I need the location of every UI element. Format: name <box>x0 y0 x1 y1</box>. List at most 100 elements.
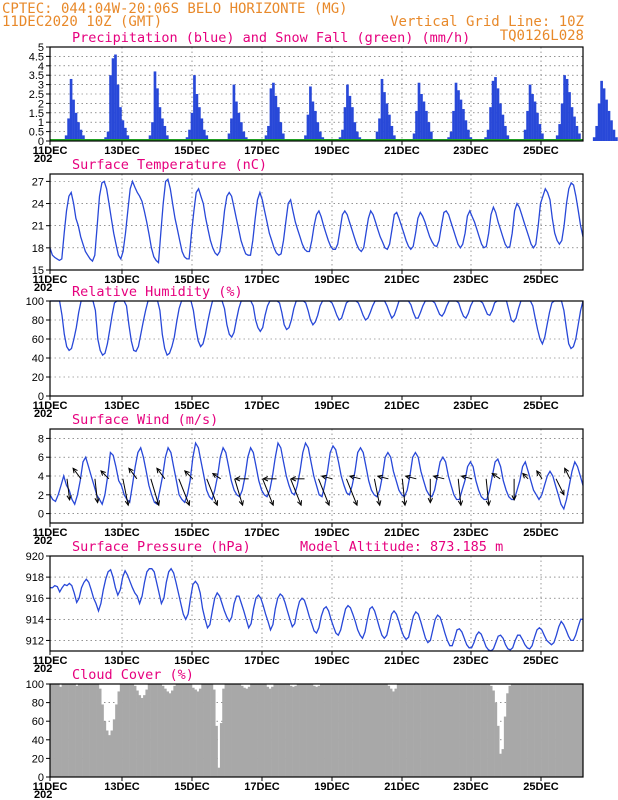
x-tick-label: 21DEC <box>384 400 420 412</box>
y-tick-label: 4.5 <box>29 51 44 63</box>
cloud-bar <box>536 684 540 777</box>
x-tick-label: 21DEC <box>384 655 420 667</box>
x-year-stub: 202 <box>34 535 52 547</box>
precip-bar <box>304 135 307 141</box>
cloud-bar <box>245 688 249 777</box>
panel-1: 15 18 21 24 27 11DEC 13DEC 15DEC 17DEC 19DEC 21DEC… <box>32 157 584 294</box>
y-tick-label: 8 <box>38 433 44 445</box>
wind-arrow-head <box>269 500 274 507</box>
cloud-bar <box>243 687 246 777</box>
cloud-bar <box>454 684 458 777</box>
wind-arrow-head <box>457 500 464 507</box>
cloud-bar <box>503 716 507 777</box>
precip-bar <box>279 122 283 141</box>
panel-frame <box>49 428 584 524</box>
cloud-bar <box>403 684 407 777</box>
cloud-bar <box>466 684 470 777</box>
cloud-bar <box>380 684 384 777</box>
cloud-bar <box>347 684 351 777</box>
precip-bar <box>380 78 384 141</box>
wind-arrow-head <box>427 497 433 504</box>
y-tick-label: 18 <box>32 243 44 255</box>
cloud-bar <box>557 684 561 777</box>
precip-bar <box>610 120 613 141</box>
series-line <box>49 441 584 511</box>
y-tick-label: 918 <box>26 572 44 584</box>
precip-bar <box>148 135 152 141</box>
wind-arrow-head <box>66 495 72 502</box>
wind-arrow-head <box>352 500 358 507</box>
cloud-bar <box>359 684 363 777</box>
precip-bar <box>486 129 490 141</box>
precip-bar <box>309 86 312 141</box>
x-tick-label: 21DEC <box>384 274 420 286</box>
precip-bar <box>237 112 241 141</box>
cloud-bar <box>317 685 321 777</box>
x-tick-label: 19DEC <box>314 400 350 412</box>
cloud-bar <box>168 693 172 777</box>
y-tick-label: 15 <box>32 265 44 277</box>
panel-0: 00.511.522.533.544.55 11DEC 13DEC 15DEC 17DE… <box>29 30 618 165</box>
y-tick-label: 80 <box>32 698 44 710</box>
cloud-bar <box>471 684 474 777</box>
cloud-bar <box>280 684 284 777</box>
wind-arrow-head <box>491 472 498 479</box>
cloud-bar <box>382 684 386 777</box>
y-tick-label: 2 <box>38 490 44 502</box>
cloud-bar <box>329 684 332 777</box>
cloud-bar <box>422 684 426 777</box>
y-tick-label: 60 <box>32 716 44 728</box>
x-tick-label: 13DEC <box>104 274 140 286</box>
precip-bar <box>383 92 386 141</box>
y-tick-label: 914 <box>26 614 44 626</box>
precip-bar <box>501 114 505 141</box>
x-tick-label: 17DEC <box>244 145 280 157</box>
wind-arrow-head <box>72 467 78 474</box>
wind-arrow <box>536 470 543 480</box>
cloud-bar <box>564 684 568 777</box>
precip-bar <box>188 129 191 141</box>
cloud-bar <box>392 691 395 777</box>
x-year-stub: 202 <box>34 408 52 420</box>
cloud-bar <box>578 684 581 777</box>
precip-bar <box>607 110 611 141</box>
cloud-bar <box>289 685 293 777</box>
precip-bar <box>343 107 347 141</box>
precip-bar <box>82 135 85 141</box>
wind-arrow-head <box>404 474 411 480</box>
panel-frame <box>49 46 584 142</box>
precip-bar <box>277 107 280 141</box>
cloud-bar <box>180 684 183 777</box>
wind-arrow <box>94 478 99 503</box>
precip-bar <box>570 107 574 141</box>
cloud-bar <box>103 721 107 777</box>
wind-arrow <box>564 468 571 480</box>
x-tick-label: 25DEC <box>523 781 559 793</box>
wind-arrow-head <box>559 489 565 496</box>
precip-bar <box>230 118 233 141</box>
y-tick-label: 0 <box>38 509 44 521</box>
cloud-bar <box>219 723 223 777</box>
cloud-bar <box>296 684 300 777</box>
cloud-bar <box>77 684 81 777</box>
precip-bar <box>193 75 196 141</box>
wind-arrow <box>555 478 565 495</box>
cloud-bar <box>375 684 379 777</box>
wind-arrow-head <box>124 500 130 507</box>
precip-bar <box>153 71 157 141</box>
precip-bar <box>190 112 194 141</box>
precip-bar <box>109 75 112 141</box>
wind-arrow-head <box>238 500 244 507</box>
cloud-bar <box>240 685 244 777</box>
wind-arrow-head <box>376 474 383 480</box>
wind-arrow <box>150 478 160 506</box>
wind-arrow-head <box>290 476 297 482</box>
cloud-bar <box>282 684 286 777</box>
precip-bar <box>126 135 130 141</box>
precip-bar <box>311 101 315 141</box>
wind-arrow <box>66 478 71 501</box>
precip-bar <box>353 122 357 141</box>
wind-arrow <box>349 475 361 480</box>
x-tick-label: 25DEC <box>523 655 559 667</box>
precip-bar <box>351 107 354 141</box>
